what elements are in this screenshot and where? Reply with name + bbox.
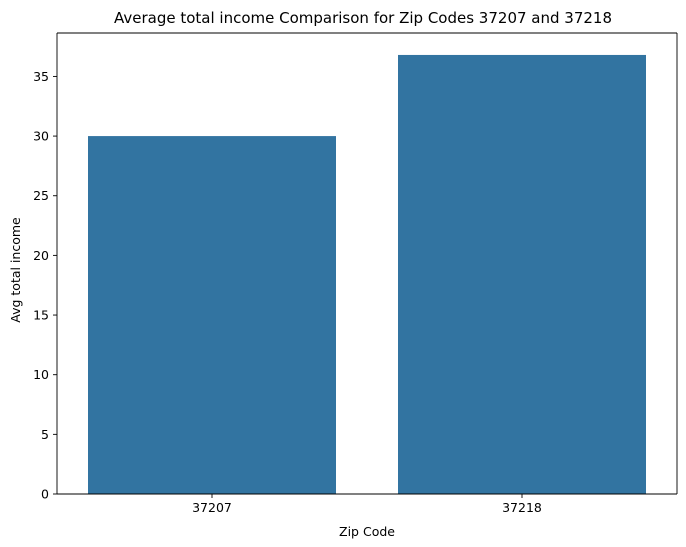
- x-axis-label: Zip Code: [339, 524, 395, 539]
- y-axis-label: Avg total income: [8, 217, 23, 323]
- y-tick-label-5: 5: [41, 427, 49, 442]
- x-tick-label-37218: 37218: [502, 500, 542, 515]
- y-tick-label-10: 10: [33, 367, 49, 382]
- y-tick-label-25: 25: [33, 188, 49, 203]
- chart-title: Average total income Comparison for Zip …: [114, 9, 612, 27]
- y-tick-label-20: 20: [33, 248, 49, 263]
- y-tick-label-30: 30: [33, 129, 49, 144]
- y-tick-label-15: 15: [33, 308, 49, 323]
- x-tick-label-37207: 37207: [192, 500, 232, 515]
- bar-37207: [88, 136, 336, 494]
- y-tick-label-0: 0: [41, 487, 49, 502]
- y-tick-label-35: 35: [33, 69, 49, 84]
- plot-area: 0 5 10 15 20 25 30 35 37207 37218: [33, 32, 678, 515]
- bar-37218: [398, 54, 646, 494]
